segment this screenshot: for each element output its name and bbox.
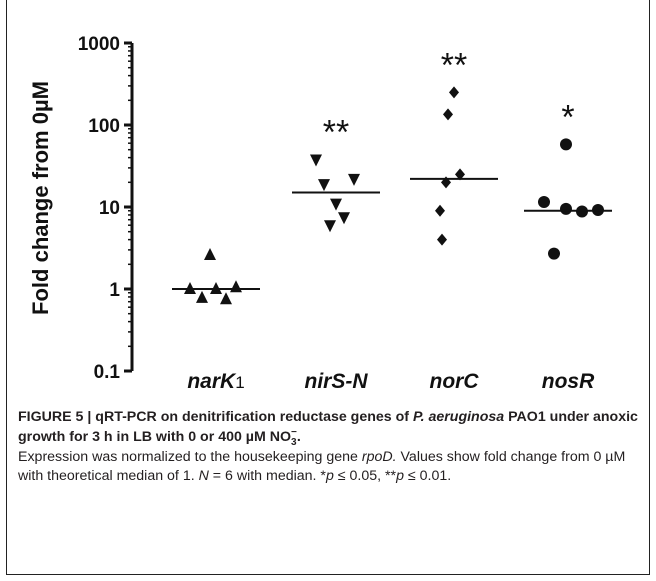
data-point-triangle-down: [348, 173, 360, 186]
caption-title-organism: P. aeruginosa: [412, 409, 505, 425]
caption-desc-gene: rpoD.: [361, 448, 397, 465]
y-tick-label: 1: [109, 280, 120, 301]
significance-label: *: [561, 98, 574, 136]
significance-markers: *****: [323, 46, 575, 151]
x-category-label: norC: [430, 370, 480, 388]
significance-label: **: [323, 113, 349, 151]
data-point-triangle-down: [324, 220, 336, 233]
x-category-labels: narK1 nirS-N norC nosR: [187, 370, 595, 388]
data-point-diamond: [449, 86, 459, 99]
data-point-triangle-down: [330, 198, 342, 211]
data-point-diamond: [443, 108, 453, 121]
data-point-circle: [548, 247, 560, 260]
caption-title-sub: 3: [291, 436, 297, 448]
x-category-label: narK1: [187, 370, 244, 388]
caption-description: Expression was normalized to the houseke…: [18, 448, 638, 487]
caption-desc-1: Expression was normalized to the houseke…: [18, 448, 362, 465]
data-point-triangle-up: [230, 280, 242, 293]
median-lines: [172, 177, 612, 290]
caption-desc-3: = 6 with median. *: [208, 468, 326, 484]
y-tick-label: 10: [99, 198, 120, 219]
y-tick-labels: 0.1 1 10 100 1000: [78, 34, 121, 383]
data-point-circle: [560, 138, 572, 151]
data-point-triangle-down: [338, 212, 350, 225]
y-tick-label: 100: [88, 116, 120, 137]
data-point-triangle-up: [204, 247, 216, 260]
caption-desc-p2: p: [396, 468, 404, 484]
data-point-circle: [538, 196, 550, 209]
caption-title-prefix: FIGURE 5 | qRT-PCR on denitrification re…: [18, 409, 413, 425]
caption-title-rest: PAO1 under anoxic growth for 3 h in LB w…: [18, 409, 638, 445]
caption-title-sup: −: [291, 426, 297, 438]
data-point-triangle-down: [310, 154, 322, 167]
x-category-label: nosR: [542, 370, 595, 388]
y-axis: [124, 41, 134, 373]
caption-desc-2: Values show fold change from 0 µM with t…: [18, 448, 626, 485]
caption-desc-p1: p: [325, 468, 334, 484]
y-tick-label: 1000: [78, 34, 120, 55]
data-point-diamond: [437, 233, 447, 246]
caption-desc-n: N: [198, 468, 209, 484]
data-point-triangle-up: [220, 292, 232, 305]
figure-frame: [6, 0, 650, 575]
data-point-triangle-up: [196, 290, 208, 303]
figure-caption: FIGURE 5 | qRT-PCR on denitrification re…: [18, 408, 638, 487]
dot-plot-chart: 0.1 1 10 100 1000 Fold change from 0µM narK1…: [28, 34, 612, 388]
caption-desc-4: ≤ 0.05, **: [333, 468, 397, 484]
data-point-diamond: [435, 204, 445, 217]
caption-title-end: .: [296, 428, 301, 445]
x-category-label: nirS-N: [305, 370, 369, 388]
data-point-diamond: [455, 168, 465, 181]
y-tick-label: 0.1: [94, 362, 121, 383]
data-point-triangle-down: [318, 179, 330, 192]
significance-label: **: [441, 46, 467, 84]
y-axis-label: Fold change from 0µM: [28, 81, 53, 315]
caption-desc-5: ≤ 0.01.: [403, 468, 452, 484]
data-point-circle: [560, 202, 572, 215]
caption-title: FIGURE 5 | qRT-PCR on denitrification re…: [18, 408, 638, 448]
data-points: [184, 86, 604, 305]
